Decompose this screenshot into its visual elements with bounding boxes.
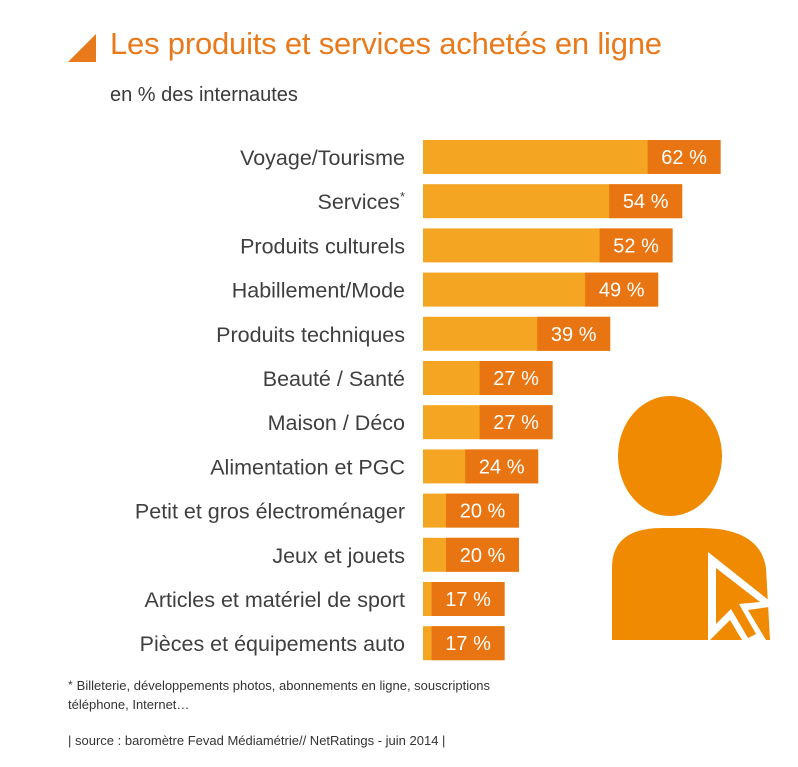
data-label: 24 %	[479, 456, 525, 478]
footnote-text: Billeterie, développements photos, abonn…	[68, 678, 491, 712]
data-label: 52 %	[613, 235, 659, 257]
data-label: 54 %	[623, 191, 669, 213]
bar-value-box	[609, 184, 683, 219]
data-label: 27 %	[493, 412, 539, 434]
category-label: Beauté / Santé	[263, 367, 405, 391]
source-line: | source : baromètre Fevad Médiamétrie//…	[68, 733, 446, 748]
chart-subtitle: en % des internautes	[110, 84, 298, 106]
data-label: 39 %	[551, 324, 597, 346]
data-label: 27 %	[493, 368, 539, 390]
data-label: 17 %	[445, 589, 491, 611]
category-label: Voyage/Tourisme	[240, 146, 405, 170]
chart-title: Les produits et services achetés en lign…	[110, 26, 662, 61]
data-label: 20 %	[460, 545, 506, 567]
bar-value-box	[465, 449, 539, 484]
data-label: 20 %	[460, 501, 506, 523]
bar-value-box	[537, 316, 611, 351]
bar-chart: 62 % Voyage/Tourisme 54 % Services* 52 % Prod…	[135, 140, 721, 661]
data-label: 17 %	[445, 633, 491, 655]
title-triangle-icon	[68, 34, 96, 62]
category-label: Produits culturels	[240, 234, 405, 258]
category-label: Maison / Déco	[268, 411, 405, 435]
category-label: Pièces et équipements auto	[140, 632, 405, 656]
category-label: Produits techniques	[216, 323, 405, 347]
category-label: Alimentation et PGC	[210, 455, 405, 479]
category-label: Jeux et jouets	[272, 544, 405, 568]
data-label: 62 %	[661, 147, 707, 169]
category-label: Services*	[317, 189, 405, 214]
category-label: Habillement/Mode	[232, 279, 405, 303]
category-label: Articles et matériel de sport	[145, 588, 406, 612]
bar-value-box	[479, 361, 553, 395]
bar-value-box	[446, 537, 519, 572]
data-label: 49 %	[599, 280, 645, 302]
bar-value-box	[431, 582, 505, 616]
bar-value-box	[599, 228, 673, 263]
category-label: Petit et gros électroménager	[135, 500, 405, 524]
footnote-marker: *	[68, 678, 73, 692]
bar-value-box	[431, 626, 505, 661]
bar-value-box	[479, 405, 553, 440]
footnote: * Billeterie, développements photos, abon…	[68, 676, 538, 714]
bar-value-box	[647, 140, 721, 174]
bar-value-box	[585, 272, 659, 307]
bar-value-box	[446, 493, 519, 528]
user-cursor-icon	[612, 396, 776, 642]
